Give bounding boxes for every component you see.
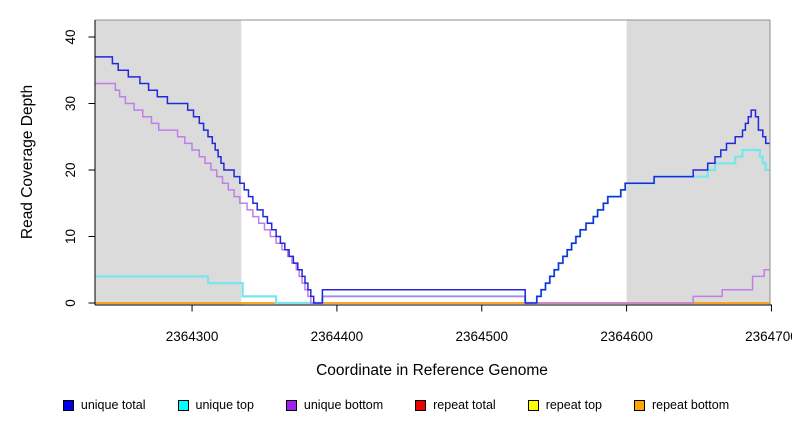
legend-item-repeat-bottom: repeat bottom (633, 398, 730, 412)
legend: unique total unique top unique bottom repea… (0, 398, 792, 412)
legend-swatch-icon (415, 399, 427, 411)
x-axis-title: Coordinate in Reference Genome (316, 362, 548, 379)
shaded-regions (95, 20, 770, 305)
legend-swatch-icon (62, 399, 74, 411)
axis-lines (94, 20, 772, 306)
y-tick-label: 0 (63, 299, 78, 307)
shaded-region (626, 20, 770, 305)
series-line-unique-total (95, 56, 770, 304)
legend-label: unique top (195, 398, 254, 412)
series-line-unique-bottom (95, 82, 770, 304)
plot-box (95, 19, 771, 305)
legend-label: repeat bottom (651, 398, 730, 412)
legend-swatch-icon (527, 399, 539, 411)
x-tick-label: 2364300 (166, 329, 219, 344)
legend-item-repeat-total: repeat total (415, 398, 496, 412)
y-axis-title: Read Coverage Depth (19, 85, 36, 239)
x-tick-label: 2364600 (600, 329, 653, 344)
legend-swatch-icon (177, 399, 189, 411)
legend-label: unique total (80, 398, 146, 412)
y-tick-label: 30 (63, 96, 78, 111)
legend-item-unique-total: unique total (62, 398, 146, 412)
legend-item-unique-top: unique top (177, 398, 254, 412)
y-tick-label: 20 (63, 162, 78, 177)
legend-label: repeat total (433, 398, 496, 412)
legend-label: repeat top (545, 398, 602, 412)
y-tick-label: 40 (63, 29, 78, 44)
x-tick-label: 2364400 (311, 329, 364, 344)
shaded-region (95, 20, 242, 305)
series-lines (95, 56, 770, 305)
legend-item-repeat-top: repeat top (527, 398, 602, 412)
y-tick-label: 10 (63, 229, 78, 244)
legend-swatch-icon (633, 399, 645, 411)
legend-item-unique-bottom: unique bottom (285, 398, 384, 412)
legend-label: unique bottom (303, 398, 384, 412)
x-tick-label: 2364500 (455, 329, 508, 344)
legend-swatch-icon (285, 399, 297, 411)
